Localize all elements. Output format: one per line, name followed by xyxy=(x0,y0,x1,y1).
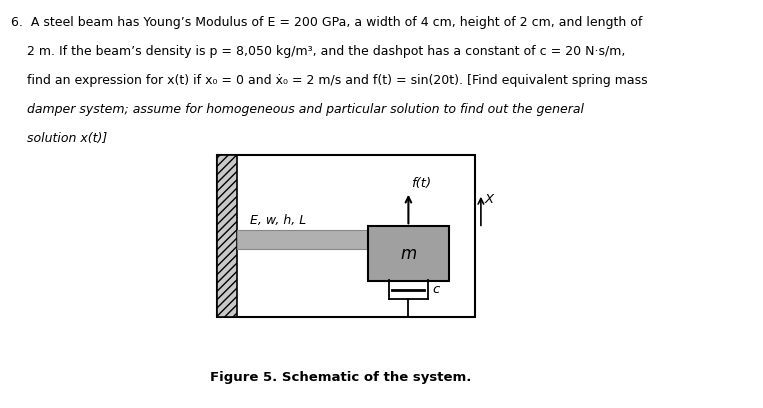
Text: find an expression for x(t) if x₀ = 0 and ẋ₀ = 2 m/s and f(t) = sin(20t). [Find : find an expression for x(t) if x₀ = 0 an… xyxy=(11,74,647,87)
Bar xyxy=(217,155,237,317)
Text: 6.  A steel beam has Young’s Modulus of E = 200 GPa, a width of 4 cm, height of : 6. A steel beam has Young’s Modulus of E… xyxy=(11,16,642,29)
Text: damper system; assume for homogeneous and particular solution to find out the ge: damper system; assume for homogeneous an… xyxy=(11,103,584,116)
Bar xyxy=(368,226,449,281)
Text: 2 m. If the beam’s density is p = 8,050 kg/m³, and the dashpot has a constant of: 2 m. If the beam’s density is p = 8,050 … xyxy=(11,45,625,58)
Text: X: X xyxy=(485,193,494,206)
Text: solution x(t)]: solution x(t)] xyxy=(11,132,107,145)
Text: f(t): f(t) xyxy=(411,177,432,190)
Text: Figure 5. Schematic of the system.: Figure 5. Schematic of the system. xyxy=(210,371,472,384)
Text: m: m xyxy=(401,245,417,263)
Bar xyxy=(217,155,475,317)
Bar xyxy=(237,230,368,249)
Text: E, w, h, L: E, w, h, L xyxy=(250,214,307,227)
Text: c: c xyxy=(433,283,440,296)
